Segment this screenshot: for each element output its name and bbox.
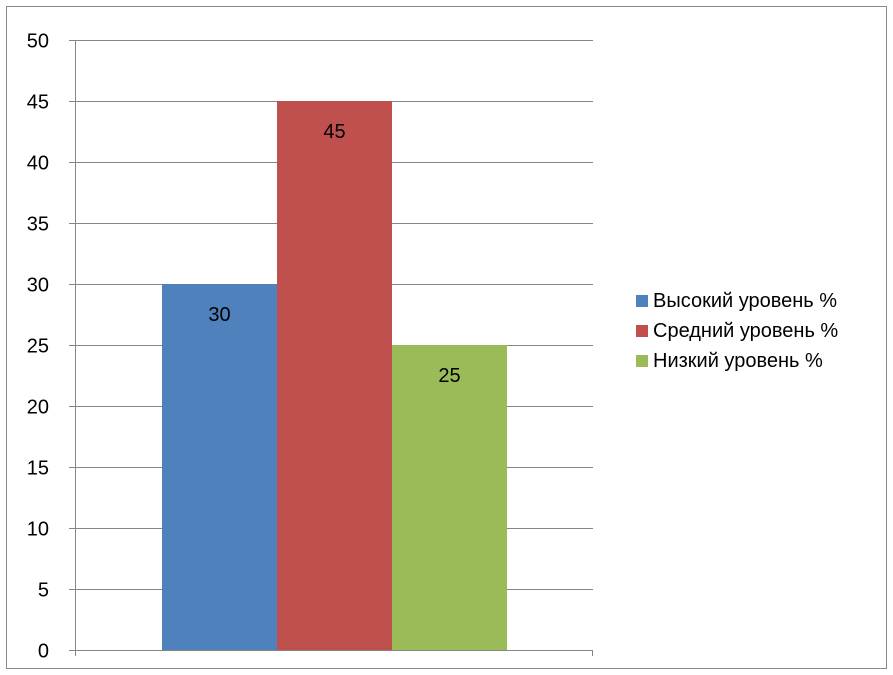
y-tick-label: 5 [38, 580, 49, 602]
y-tick-label: 40 [27, 153, 49, 175]
y-tick-label: 45 [27, 92, 49, 114]
bar [162, 284, 277, 650]
chart-border [6, 6, 887, 669]
y-tick-label: 35 [27, 214, 49, 236]
y-tick-label: 10 [27, 519, 49, 541]
y-tick-label: 50 [27, 31, 49, 53]
bar [277, 101, 392, 650]
legend-swatch-high [636, 295, 648, 307]
data-label: 30 [208, 304, 230, 326]
y-tick-label: 25 [27, 336, 49, 358]
legend-item-low: Низкий уровень % [636, 346, 838, 376]
legend: Высокий уровень % Средний уровень % Низк… [636, 286, 838, 376]
data-label: 25 [438, 365, 460, 387]
legend-label-medium: Средний уровень % [653, 319, 839, 342]
legend-item-high: Высокий уровень % [636, 286, 838, 316]
legend-item-medium: Средний уровень % [636, 316, 838, 346]
bar [392, 345, 507, 650]
legend-swatch-low [636, 355, 648, 367]
legend-label-high: Высокий уровень % [653, 289, 838, 312]
y-tick-label: 30 [27, 275, 49, 297]
legend-label-low: Низкий уровень % [653, 349, 823, 372]
y-tick-label: 0 [38, 641, 49, 663]
data-label: 45 [323, 121, 345, 143]
y-tick-label: 15 [27, 458, 49, 480]
y-tick-label: 20 [27, 397, 49, 419]
legend-swatch-medium [636, 325, 648, 337]
